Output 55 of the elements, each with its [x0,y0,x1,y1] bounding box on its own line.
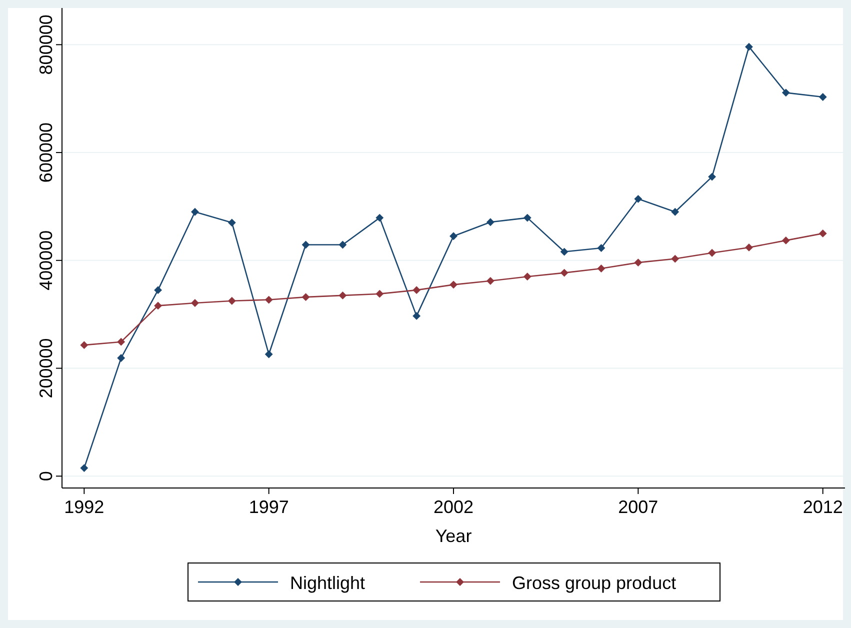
point [228,218,236,227]
point [745,244,753,252]
x-tick-label: 2012 [802,497,843,517]
y-tick-label: 600000 [36,122,56,183]
point [154,286,162,294]
point [412,286,421,294]
point [450,280,458,289]
point [117,338,126,346]
point [523,214,532,222]
point [782,88,790,97]
point [412,312,421,320]
point [117,354,126,362]
point [302,293,310,302]
point [560,268,568,277]
point [450,232,458,240]
x-tick-label: 2002 [433,497,474,517]
x-tick-label: 1992 [64,497,104,517]
point [597,244,606,252]
point [486,218,494,226]
y-tick-label: 0 [36,471,56,482]
point [745,42,753,51]
point [671,254,680,263]
point [634,194,642,203]
point [191,299,199,307]
point [560,248,568,256]
point [191,208,199,216]
point [523,272,532,281]
point [818,229,827,238]
y-tick-label: 200000 [36,338,56,398]
point [264,296,273,304]
point [376,290,384,298]
point [338,240,347,249]
x-tick-label: 2007 [618,497,658,517]
point [376,214,384,222]
point [302,240,310,249]
x-tick-label: 1997 [248,497,289,517]
y-tick-label: 400000 [36,230,56,290]
point [154,302,162,310]
y-tick-label: 800000 [36,14,56,75]
legend-label: Gross group product [512,573,676,593]
point [708,172,716,181]
x-axis-title: Year [435,526,472,546]
point [264,350,273,358]
point [228,296,236,305]
point [80,341,88,350]
point [782,236,790,244]
point [818,93,827,101]
point [708,248,716,257]
point [671,208,680,216]
point [338,292,347,300]
legend-label: Nightlight [290,573,366,593]
point [634,258,642,267]
point [486,276,494,285]
point [80,464,88,472]
point [597,264,606,272]
